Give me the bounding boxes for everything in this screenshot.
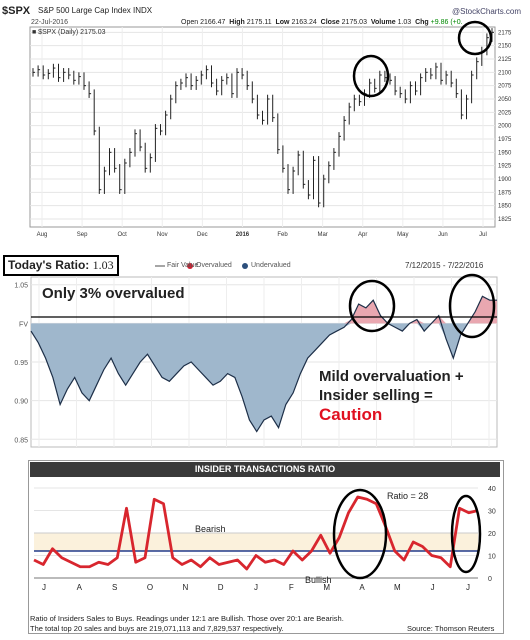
annotation-caution: Caution (319, 405, 383, 424)
insider-y-tick: 20 (488, 531, 496, 538)
insider-x-tick: J (42, 583, 46, 592)
todays-ratio-box: Today's Ratio: 1.03 (3, 255, 119, 276)
annotation-caution-block: Mild overvaluation + Insider selling = C… (319, 367, 464, 424)
footer-line1: Ratio of Insiders Sales to Buys. Reading… (30, 614, 344, 623)
insider-x-tick: A (77, 583, 83, 592)
neutral-band (34, 533, 478, 551)
stockcharts-logo: @StockCharts.com (452, 7, 522, 16)
spx-highlight-circle-2 (457, 20, 493, 56)
spx-x-tick: Jul (479, 232, 487, 238)
ratio-note: Ratio = 28 (387, 491, 429, 501)
spx-x-tick: Sep (77, 232, 88, 238)
spx-y-tick: 2075 (498, 84, 512, 90)
insider-title: INSIDER TRANSACTIONS RATIO (30, 462, 500, 477)
insider-ratio-line (33, 495, 479, 571)
ratio-y-tick: 0.85 (14, 437, 28, 444)
spx-y-tick: 1900 (498, 177, 512, 183)
insider-x-tick: O (147, 583, 153, 592)
insider-x-tick: M (394, 583, 401, 592)
insider-x-tick: J (431, 583, 435, 592)
ratio-y-tick: 1.05 (14, 283, 28, 290)
insider-y-tick: 40 (488, 486, 496, 493)
insider-y-tick: 10 (488, 554, 496, 561)
insider-x-tick: A (359, 583, 365, 592)
spx-x-tick: Oct (118, 232, 128, 238)
spx-date: 22-Jul-2016 (31, 19, 68, 26)
ratio-y-tick: 0.95 (14, 360, 28, 367)
spx-y-tick: 2150 (498, 44, 512, 50)
ratio-y-tick: FV (19, 321, 28, 328)
insider-x-tick: N (182, 583, 188, 592)
spx-x-tick: Feb (277, 232, 288, 238)
insider-x-tick: F (289, 583, 294, 592)
spx-y-tick: 1950 (498, 150, 512, 156)
spx-chart: 1825 1850 1875 1900 1925 1950 1975 2000 2025 2050… (29, 20, 512, 238)
spx-x-tick: Jun (438, 232, 448, 238)
footer-source: Source: Thomson Reuters (407, 624, 495, 633)
spx-y-tick: 1825 (498, 217, 512, 223)
spx-legend: ■ $SPX (Daily) 2175.03 (32, 29, 106, 36)
spx-highlight-circle-1 (352, 54, 390, 98)
ratio-highlight-circle-2 (448, 273, 496, 339)
legend-under: Undervalued (251, 262, 291, 269)
annotation-line1: Mild overvaluation + (319, 368, 464, 385)
footer-line2: The total top 20 sales and buys are 219,… (30, 624, 284, 633)
legend-fair: Fair Value (167, 262, 199, 269)
spx-y-tick: 2175 (498, 30, 512, 36)
spx-x-tick: Nov (157, 232, 168, 238)
spx-y-tick: 1850 (498, 204, 512, 210)
spx-x-tick: Apr (358, 232, 367, 238)
ratio-highlight-circle-1 (348, 279, 396, 333)
legend-over-swatch (187, 263, 193, 269)
spx-y-tick: 2100 (498, 70, 512, 76)
legend-over: Overvalued (196, 262, 232, 269)
insider-panel (28, 460, 504, 634)
insider-chart: 0 10 20 30 40 J A S O N D J F M A M J J (33, 486, 496, 592)
spx-ohlc: Open 2166.47 High 2175.11 Low 2163.24 Cl… (181, 19, 463, 26)
insider-y-tick: 0 (488, 576, 492, 583)
spx-y-tick: 2050 (498, 97, 512, 103)
spx-y-tick: 2000 (498, 124, 512, 130)
bullish-label: Bullish (305, 575, 332, 585)
insider-x-tick: J (254, 583, 258, 592)
spx-y-tick: 1875 (498, 190, 512, 196)
bearish-label: Bearish (195, 524, 226, 534)
ratio-y-tick: 0.90 (14, 399, 28, 406)
annotation-overvalued: Only 3% overvalued (42, 285, 185, 302)
insider-x-tick: S (112, 583, 117, 592)
ratio-date-range: 7/12/2015 - 7/22/2016 (405, 261, 484, 270)
spx-y-tick: 2125 (498, 57, 512, 63)
ratio-line (30, 295, 497, 433)
legend-under-swatch (242, 263, 248, 269)
spx-y-tick: 1925 (498, 164, 512, 170)
insider-highlight-circle-2 (450, 494, 482, 574)
insider-x-tick: M (323, 583, 330, 592)
undervalued-area (31, 323, 497, 432)
insider-highlight-circle-1 (332, 488, 388, 580)
spx-y-tick: 1975 (498, 137, 512, 143)
insider-x-tick: J (466, 583, 470, 592)
insider-x-tick: D (218, 583, 224, 592)
spx-x-tick: May (397, 232, 408, 238)
spx-y-tick: 2025 (498, 110, 512, 116)
spx-x-tick: Mar (317, 232, 327, 238)
spx-x-tick: Aug (37, 232, 48, 238)
insider-y-tick: 30 (488, 509, 496, 516)
spx-symbol: $SPX (2, 5, 31, 17)
spx-x-tick: 2016 (236, 232, 250, 238)
spx-x-tick: Dec (197, 232, 208, 238)
spx-name: S&P 500 Large Cap Index INDX (38, 6, 153, 15)
annotation-line2: Insider selling = (319, 387, 433, 404)
